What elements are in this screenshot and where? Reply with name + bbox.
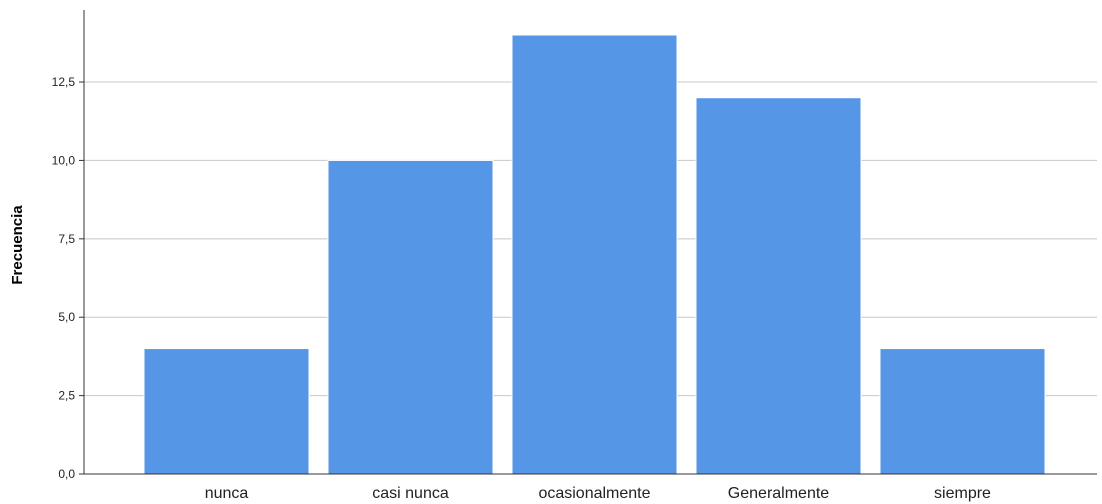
bar-siempre [879, 348, 1046, 475]
x-category-label: nunca [205, 485, 249, 502]
y-tick-label: 0,0 [58, 467, 75, 481]
bar-ocasionalmente [511, 34, 678, 475]
y-tick-labels: 0,0 2,5 5,0 7,5 10,0 12,5 [52, 75, 84, 481]
y-tick-label: 2,5 [58, 389, 75, 403]
x-category-labels: nunca casi nunca ocasionalmente Generalment… [205, 485, 991, 502]
bars [143, 34, 1046, 475]
bar-generalmente [695, 97, 862, 475]
y-tick-label: 10,0 [52, 153, 76, 167]
x-category-label: ocasionalmente [538, 485, 650, 502]
y-tick-label: 12,5 [52, 75, 76, 89]
axes [83, 10, 1097, 475]
x-category-label: casi nunca [372, 485, 449, 502]
x-category-label: Generalmente [728, 485, 829, 502]
y-tick-label: 5,0 [58, 310, 75, 324]
y-axis-label: Frecuencia [9, 205, 26, 285]
y-tick-label: 7,5 [58, 232, 75, 246]
bar-nunca [143, 348, 310, 475]
bar-casi-nunca [327, 159, 494, 475]
x-category-label: siempre [934, 485, 991, 502]
